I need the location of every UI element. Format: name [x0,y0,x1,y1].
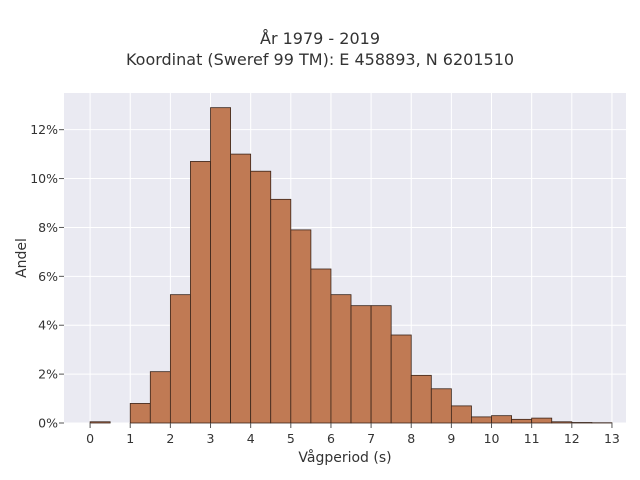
x-tick-label: 6 [327,431,335,446]
histogram-bar [471,416,492,424]
histogram-bar [551,421,573,424]
histogram-bar [531,417,553,424]
y-tick-label: 10% [30,171,58,186]
histogram-bar [390,334,412,424]
x-tick-label: 5 [287,431,295,446]
histogram-bar [169,294,191,424]
x-tick-label: 7 [367,431,375,446]
histogram-bar [210,107,231,424]
histogram-bar [290,229,312,424]
x-axis-label: Vågperiod (s) [298,449,391,466]
y-tick-label: 4% [38,318,58,333]
x-tick-label: 9 [447,431,455,446]
histogram-bar [410,374,432,424]
y-tick-label: 0% [38,416,58,431]
x-axis-ticks: 0 1 2 3 4 5 6 7 8 9 10 11 12 13 [86,423,620,446]
y-tick-label: 6% [38,269,58,284]
histogram-bar [190,161,211,424]
histogram-bar [430,388,452,424]
y-tick-label: 12% [30,122,58,137]
y-axis-ticks: 0% 2% 4% 6% 8% 10% 12% [30,122,64,431]
y-axis-label: Andel [14,238,30,278]
histogram-bar [250,170,272,424]
histogram-bar [89,421,111,424]
histogram-bar [230,153,252,424]
x-tick-label: 1 [126,431,134,446]
histogram-bar [511,418,533,424]
chart-title: År 1979 - 2019 [260,29,380,48]
histogram-bar [330,294,352,424]
histogram-bar [129,403,151,424]
x-tick-label: 4 [247,431,255,446]
histogram-bar [491,415,512,424]
x-tick-label: 0 [86,431,94,446]
histogram-bar [310,268,332,424]
histogram-bar [350,305,372,424]
y-tick-label: 8% [38,220,58,235]
x-tick-label: 13 [604,431,620,446]
chart-subtitle: Koordinat (Sweref 99 TM): E 458893, N 62… [125,50,515,69]
histogram-bar [270,198,292,424]
histogram-bar [370,305,392,424]
y-tick-label: 2% [38,367,58,382]
histogram-bar [450,405,472,424]
x-tick-label: 3 [207,431,215,446]
x-tick-label: 2 [166,431,174,446]
x-tick-label: 11 [524,431,540,446]
x-tick-label: 12 [564,431,580,446]
histogram-bars [89,107,613,424]
x-tick-label: 10 [484,431,500,446]
histogram-bar [149,371,171,424]
x-tick-label: 8 [407,431,415,446]
